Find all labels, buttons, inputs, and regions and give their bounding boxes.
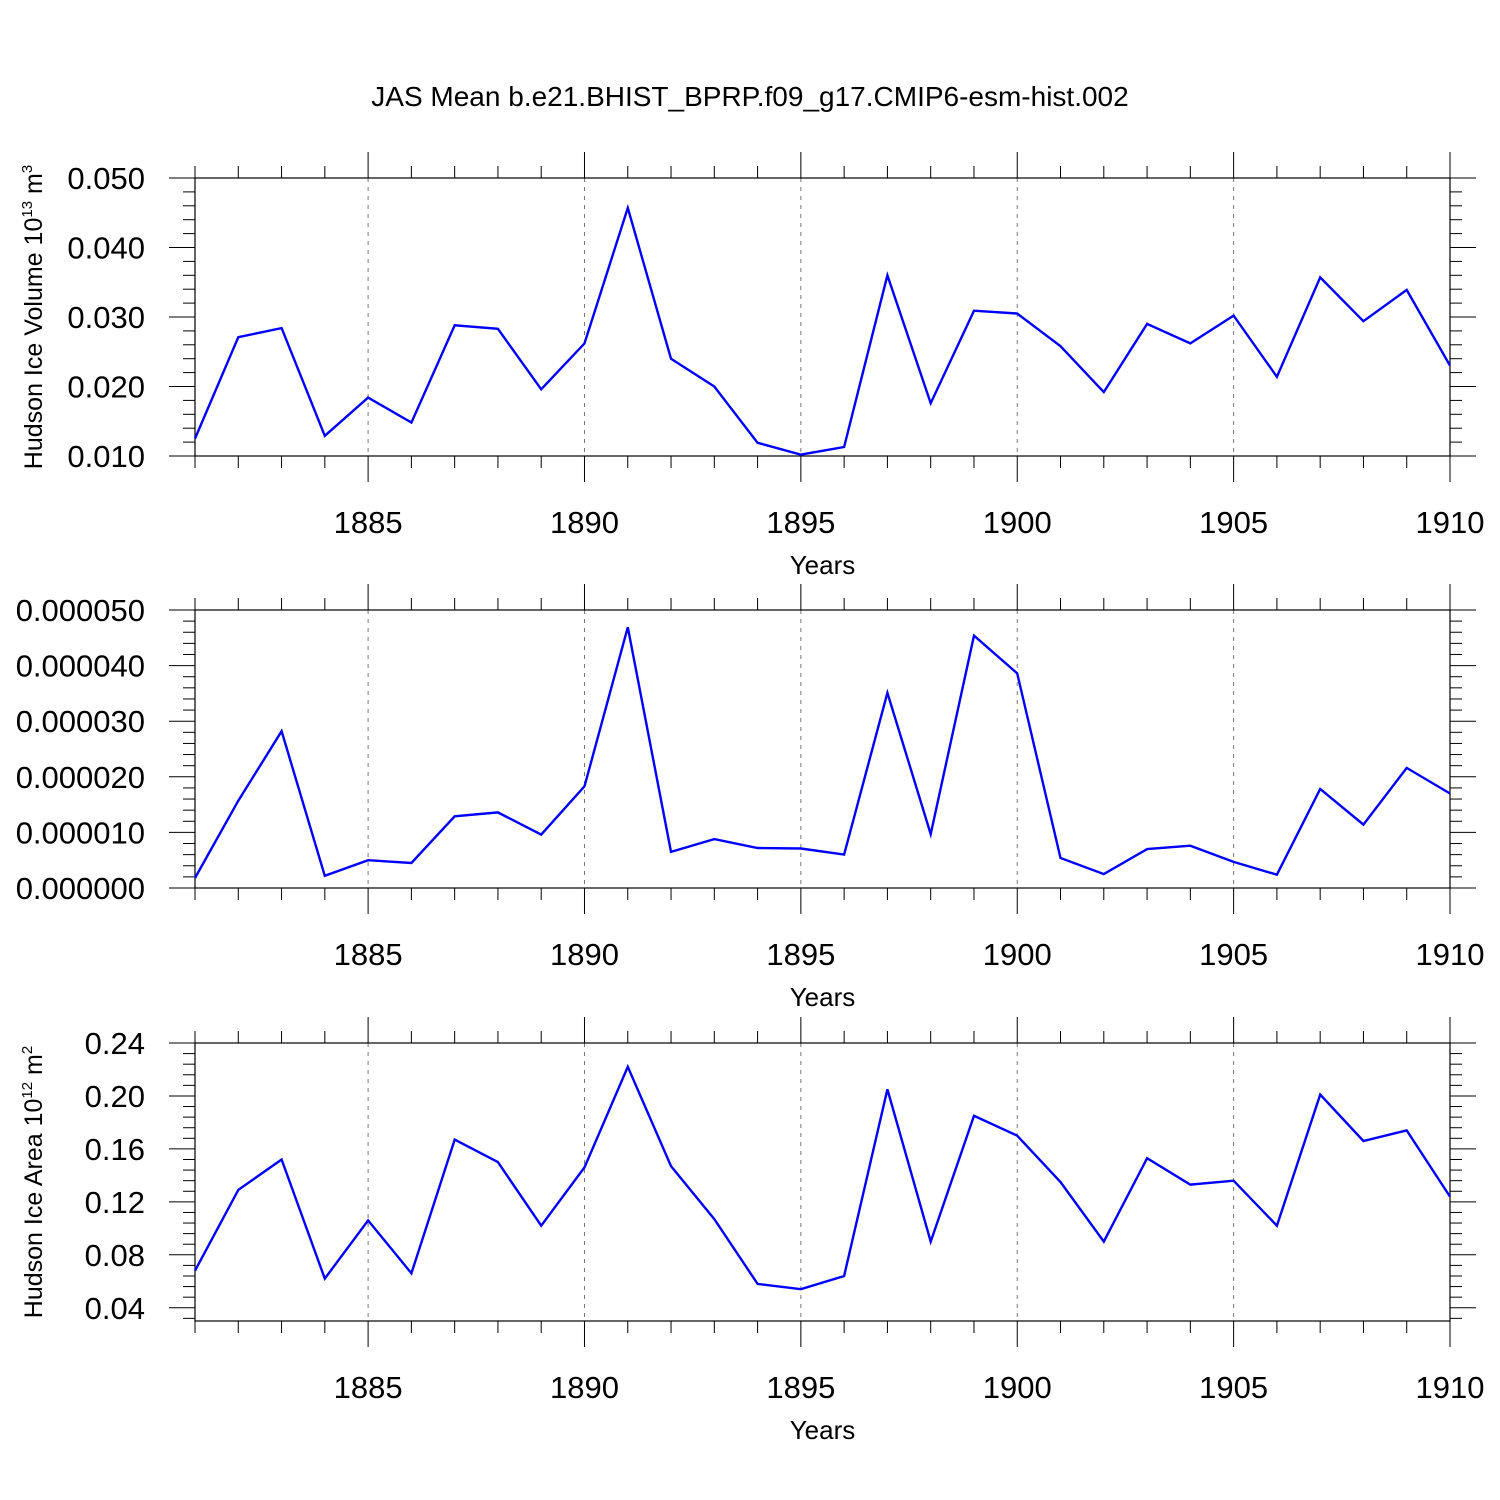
- y-axis-title-unit: m: [20, 1054, 48, 1082]
- y-tick-label: 0.000040: [16, 649, 145, 684]
- y-axis-title: Hudson Ice Area 1012 m2: [19, 1046, 48, 1318]
- series-line: [193, 203, 1452, 456]
- chart-panel-1: 1885 1890 1895 1900 1905 1910 Years 0.010 0.020 0…: [19, 152, 1484, 580]
- y-axis-title-text: Hudson Ice Volume 10: [20, 218, 48, 470]
- chart-panel-2: 1885 1890 1895 1900 1905 1910 Years 0.000000 0.0…: [16, 584, 1485, 1012]
- x-tick-label: 1895: [766, 1370, 835, 1405]
- y-axis-title: Hudson Ice Volume 1013 m3: [19, 165, 48, 469]
- y-tick-label: 0.010: [67, 439, 145, 474]
- y-tick-label: 0.000050: [16, 593, 145, 628]
- y-tick-label: 0.20: [85, 1079, 145, 1114]
- y-tick-label: 0.000020: [16, 760, 145, 795]
- series-line: [193, 1063, 1452, 1291]
- y-tick-label: 0.050: [67, 161, 145, 196]
- x-tick-label: 1885: [334, 937, 403, 972]
- y-tick-label: 0.020: [67, 370, 145, 405]
- x-tick-label: 1890: [550, 937, 619, 972]
- y-tick-label: 0.04: [85, 1291, 145, 1326]
- x-axis-title: Years: [790, 550, 856, 580]
- y-tick-label: 0.24: [85, 1026, 145, 1061]
- y-tick-label: 0.08: [85, 1238, 145, 1273]
- x-tick-label: 1885: [334, 1370, 403, 1405]
- x-tick-label: 1885: [334, 505, 403, 540]
- x-tick-label: 1900: [983, 1370, 1052, 1405]
- y-axis-title-unit-exponent: 2: [19, 1046, 36, 1054]
- y-axis-title-exponent: 12: [19, 1082, 36, 1099]
- x-tick-label: 1900: [983, 505, 1052, 540]
- y-tick-label: 0.16: [85, 1132, 145, 1167]
- plot-frame: [194, 609, 1451, 889]
- x-tick-label: 1905: [1199, 937, 1268, 972]
- y-tick-label: 0.000030: [16, 704, 145, 739]
- x-tick-label: 1910: [1416, 937, 1485, 972]
- y-axis-title-exponent: 13: [19, 201, 36, 218]
- y-axis-title-text: Hudson Ice Area 10: [20, 1099, 48, 1319]
- x-tick-label: 1905: [1199, 505, 1268, 540]
- y-tick-label: 0.040: [67, 231, 145, 266]
- x-tick-label: 1895: [766, 505, 835, 540]
- chart-panel-3: 1885 1890 1895 1900 1905 1910 Years 0.04 0.08 0.1…: [19, 1017, 1484, 1445]
- x-tick-label: 1905: [1199, 1370, 1268, 1405]
- x-tick-label: 1900: [983, 937, 1052, 972]
- x-tick-label: 1890: [550, 505, 619, 540]
- plot-frame: [194, 177, 1451, 457]
- y-axis-title-unit-exponent: 3: [19, 165, 36, 173]
- x-tick-label: 1910: [1416, 505, 1485, 540]
- x-axis-title: Years: [790, 1415, 856, 1445]
- y-axis-title-unit: m: [20, 173, 48, 201]
- y-tick-label: 0.000000: [16, 871, 145, 906]
- x-axis-title: Years: [790, 982, 856, 1012]
- y-tick-label: 0.12: [85, 1185, 145, 1220]
- plot-frame: [194, 1042, 1451, 1322]
- y-tick-label: 0.030: [67, 300, 145, 335]
- x-tick-label: 1890: [550, 1370, 619, 1405]
- x-tick-label: 1895: [766, 937, 835, 972]
- x-tick-label: 1910: [1416, 1370, 1485, 1405]
- panels: 1885 1890 1895 1900 1905 1910 Years 0.010 0.020 0…: [16, 152, 1485, 1445]
- y-tick-label: 0.000010: [16, 815, 145, 850]
- figure-title: JAS Mean b.e21.BHIST_BPRP.f09_g17.CMIP6-…: [371, 81, 1128, 112]
- series-line: [193, 626, 1451, 879]
